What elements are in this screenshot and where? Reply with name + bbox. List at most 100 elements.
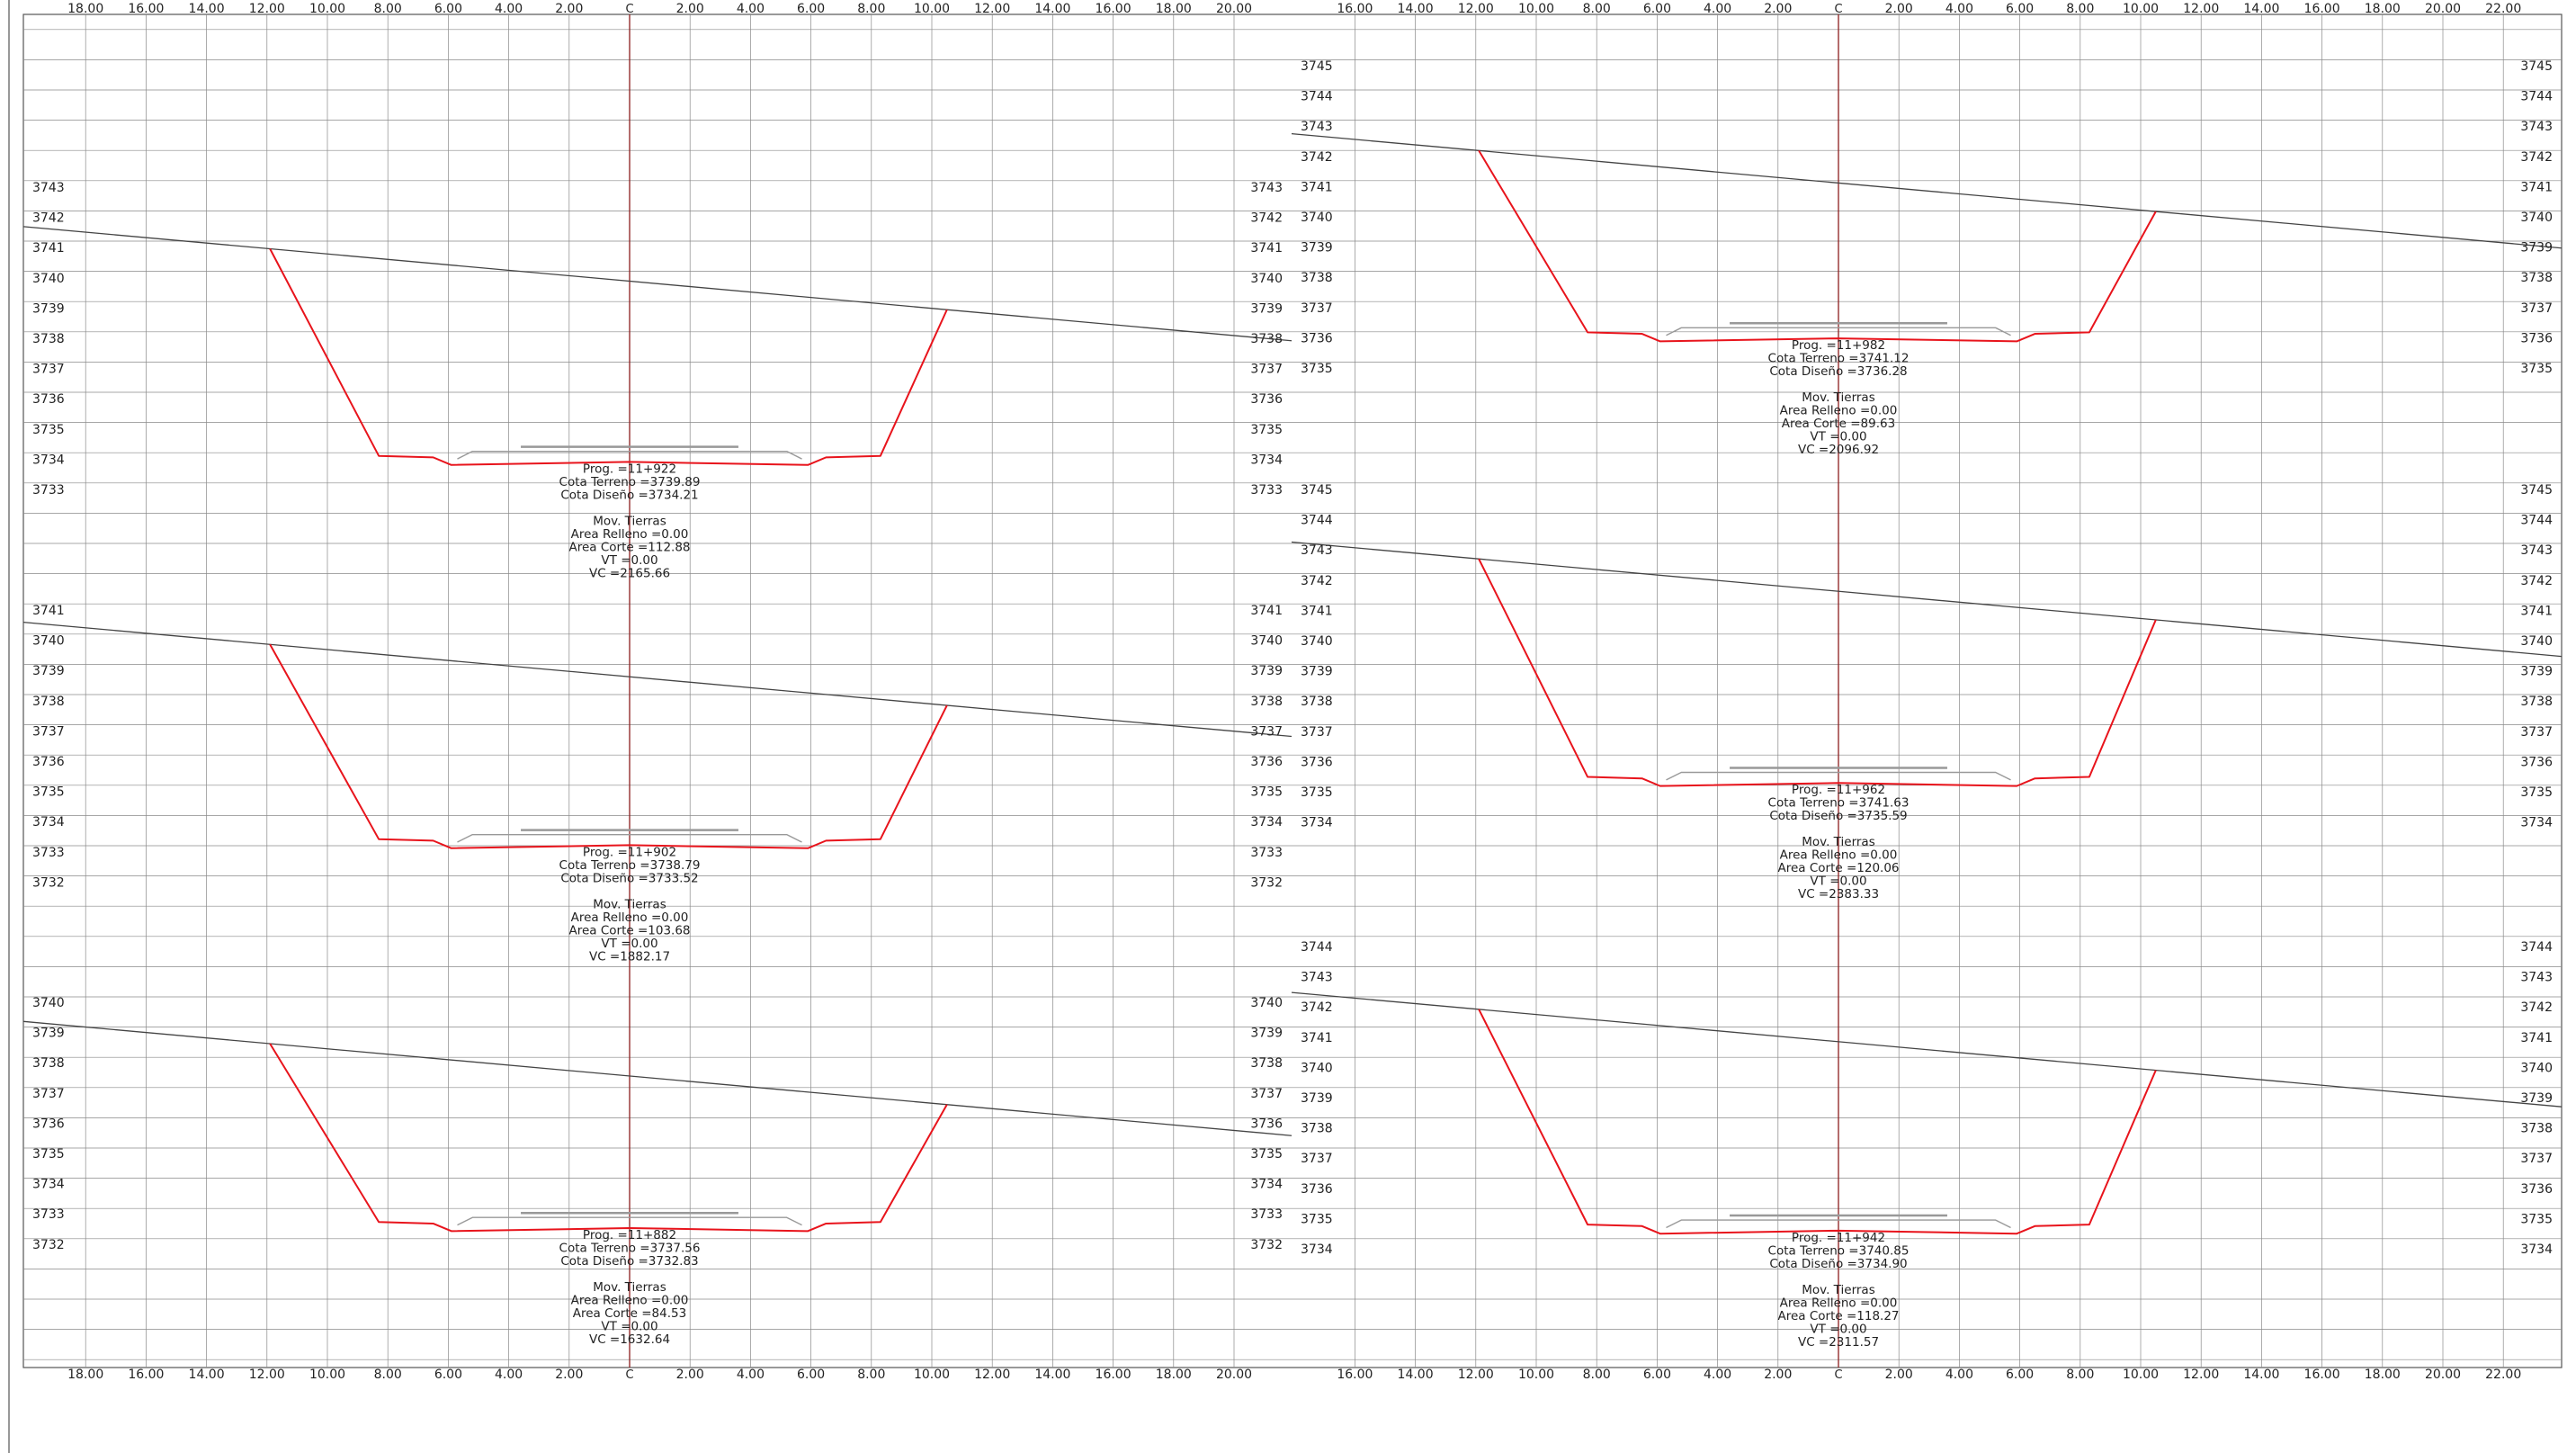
elevation-label-right: 3733 [1250, 1207, 1283, 1222]
elevation-label-left: 3741 [32, 604, 65, 618]
pavement-layer-line [457, 833, 802, 843]
elevation-label-left: 3738 [1301, 271, 1333, 285]
elevation-label-left: 3736 [32, 1117, 65, 1131]
elevation-label-right: 3735 [2520, 1212, 2553, 1226]
elevation-label-left: 3734 [1301, 816, 1333, 830]
terrain-line [1291, 133, 2563, 249]
section-annotation: VT =0.00 [1810, 429, 1866, 444]
section-annotation: Prog. =11+922 [583, 462, 676, 476]
elevation-label-right: 3745 [2520, 59, 2553, 74]
offset-label-bottom: 16.00 [1096, 1368, 1131, 1382]
elevation-label-left: 3744 [1301, 940, 1333, 955]
elevation-label-left: 3737 [32, 1087, 65, 1101]
section-annotation: Mov. Tierras [593, 1280, 666, 1295]
terrain-line [22, 621, 1292, 738]
offset-label-bottom: 20.00 [2425, 1368, 2461, 1382]
elevation-label-right: 3744 [2520, 90, 2553, 104]
grid-layer [8, 0, 2563, 1453]
offset-label-bottom: 4.00 [737, 1368, 765, 1382]
offset-label-bottom: 6.00 [2006, 1368, 2034, 1382]
elevation-label-left: 3734 [32, 1178, 65, 1192]
section-annotation: Prog. =11+982 [1792, 338, 1885, 353]
offset-label-top: 8.00 [374, 2, 402, 16]
elevation-label-left: 3740 [32, 634, 65, 649]
offset-label-bottom: 4.00 [1704, 1368, 1731, 1382]
offset-label-top: 18.00 [2365, 2, 2401, 16]
section-annotation: Area Corte =89.63 [1782, 417, 1895, 431]
pavement-layer-line [1666, 1219, 2011, 1229]
elevation-label-left: 3745 [1301, 483, 1333, 498]
terrain-line [22, 1020, 1292, 1136]
offset-label-bottom: 4.00 [495, 1368, 523, 1382]
pavement-layer-line [1666, 327, 2011, 336]
elevation-label-right: 3732 [1250, 1238, 1283, 1252]
section-annotation: Cota Terreno =3738.79 [559, 858, 701, 873]
elevation-label-left: 3736 [1301, 755, 1333, 769]
elevation-label-left: 3735 [1301, 1212, 1333, 1226]
section-annotation: Mov. Tierras [1802, 390, 1875, 405]
elevation-label-right: 3734 [2520, 1242, 2553, 1257]
section-annotation: Area Corte =84.53 [573, 1306, 686, 1321]
offset-label-bottom: 10.00 [2123, 1368, 2159, 1382]
elevation-label-left: 3739 [32, 664, 65, 678]
offset-label-bottom: 14.00 [189, 1368, 225, 1382]
section-annotation: VC =1882.17 [589, 949, 670, 964]
offset-label-bottom: 8.00 [2066, 1368, 2094, 1382]
elevation-label-right: 3742 [1250, 211, 1283, 226]
offset-label-top: 6.00 [2006, 2, 2034, 16]
elevation-label-left: 3738 [32, 695, 65, 709]
elevation-label-right: 3737 [2520, 725, 2553, 740]
offset-label-top: 14.00 [1034, 2, 1070, 16]
elevation-label-left: 3741 [1301, 604, 1333, 618]
elevation-label-right: 3743 [1250, 181, 1283, 195]
elevation-label-left: 3737 [32, 363, 65, 377]
elevation-label-right: 3739 [1250, 1027, 1283, 1041]
offset-label-top: 12.00 [974, 2, 1010, 16]
offset-label-bottom: 16.00 [1337, 1368, 1373, 1382]
elevation-label-right: 3742 [2520, 1000, 2553, 1015]
elevation-label-right: 3740 [1250, 996, 1283, 1010]
offset-label-top: 10.00 [2123, 2, 2159, 16]
elevation-label-right: 3736 [2520, 1182, 2553, 1197]
elevation-label-left: 3732 [32, 875, 65, 890]
section-annotation: Area Corte =120.06 [1777, 861, 1899, 875]
offset-label-bottom: 12.00 [1458, 1368, 1494, 1382]
elevation-label-left: 3744 [1301, 90, 1333, 104]
section-annotation: Mov. Tierras [1802, 1283, 1875, 1297]
elevation-label-right: 3739 [2520, 1091, 2553, 1106]
elevation-label-right: 3740 [2520, 1061, 2553, 1075]
elevation-label-right: 3733 [1250, 846, 1283, 860]
section-annotation: Prog. =11+882 [583, 1228, 676, 1242]
elevation-label-right: 3739 [2520, 241, 2553, 256]
offset-label-bottom: 18.00 [67, 1368, 103, 1382]
elevation-label-right: 3738 [2520, 1122, 2553, 1136]
elevation-label-left: 3740 [1301, 211, 1333, 225]
elevation-label-right: 3741 [2520, 604, 2553, 618]
offset-label-top: 18.00 [67, 2, 103, 16]
offset-label-bottom: 14.00 [1034, 1368, 1070, 1382]
elevation-label-right: 3736 [1250, 1117, 1283, 1131]
elevation-label-right: 3743 [2520, 120, 2553, 134]
elevation-label-right: 3745 [2520, 483, 2553, 498]
elevation-label-left: 3745 [1301, 59, 1333, 74]
elevation-label-right: 3741 [1250, 241, 1283, 256]
elevation-label-right: 3739 [1250, 664, 1283, 678]
section-annotation: Cota Diseño =3736.28 [1769, 364, 1907, 379]
offset-label-top: 14.00 [1398, 2, 1434, 16]
elevation-label-left: 3733 [32, 1207, 65, 1222]
offset-label-bottom: 8.00 [374, 1368, 402, 1382]
section-annotation: Prog. =11+902 [583, 845, 676, 859]
offset-label-bottom: 18.00 [2365, 1368, 2401, 1382]
elevation-label-right: 3739 [2520, 665, 2553, 679]
pavement-layer-line [457, 1216, 802, 1226]
elevation-label-left: 3744 [1301, 514, 1333, 528]
elevation-label-right: 3737 [1250, 724, 1283, 739]
elevation-label-right: 3740 [1250, 272, 1283, 286]
elevation-label-left: 3735 [1301, 785, 1333, 800]
section-annotation: VT =0.00 [601, 553, 657, 568]
section-annotation: Area Corte =112.88 [568, 540, 690, 554]
terrain-line [1291, 991, 2563, 1108]
elevation-label-left: 3741 [1301, 1031, 1333, 1045]
pavement-layer-line [1666, 771, 2011, 781]
offset-label-top: 2.00 [676, 2, 704, 16]
